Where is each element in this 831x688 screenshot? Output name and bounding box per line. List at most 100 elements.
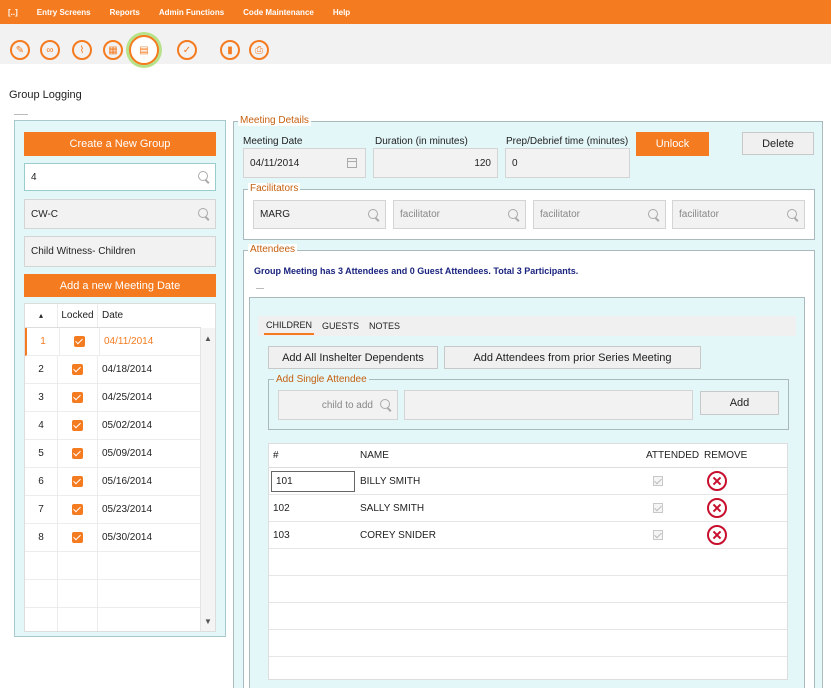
- duration-field[interactable]: 120: [373, 148, 498, 178]
- facilitator-3-field[interactable]: facilitator: [533, 200, 666, 229]
- facilitator-1-field[interactable]: MARG: [253, 200, 386, 229]
- menu-item-entry-screens[interactable]: Entry Screens: [36, 7, 91, 17]
- locked-checkbox[interactable]: [72, 392, 83, 403]
- group-code-value: CW-C: [31, 208, 59, 220]
- scroll-up-icon[interactable]: ▲: [204, 334, 212, 343]
- search-icon[interactable]: [380, 399, 392, 411]
- search-icon[interactable]: [368, 208, 380, 221]
- locked-checkbox[interactable]: [72, 504, 83, 515]
- group-code-field[interactable]: CW-C: [24, 199, 216, 229]
- num-cell: 101: [271, 468, 355, 494]
- create-group-button[interactable]: Create a New Group: [24, 132, 216, 156]
- locked-cell: [59, 328, 100, 355]
- tab-guests[interactable]: GUESTS: [322, 321, 360, 331]
- search-icon[interactable]: [787, 208, 799, 221]
- table-row[interactable]: 1 04/11/2014: [25, 328, 201, 356]
- meeting-details-label: Meeting Details: [238, 115, 311, 126]
- group-name-field: Child Witness- Children: [24, 236, 216, 267]
- table-row[interactable]: 5 05/09/2014: [25, 440, 201, 468]
- tab-notes[interactable]: NOTES: [369, 321, 401, 331]
- facilitator-4-placeholder: facilitator: [679, 209, 720, 220]
- table-row[interactable]: 102 SALLY SMITH: [269, 495, 787, 522]
- tab-children[interactable]: CHILDREN: [264, 317, 315, 335]
- locked-checkbox[interactable]: [72, 532, 83, 543]
- attended-checkbox[interactable]: [653, 530, 663, 540]
- table-row[interactable]: 103 COREY SNIDER: [269, 522, 787, 549]
- name-header: NAME: [360, 450, 389, 461]
- add-attendee-button[interactable]: Add: [700, 391, 779, 415]
- table-row[interactable]: 8 05/30/2014: [25, 524, 201, 552]
- menu-item-code-maintenance[interactable]: Code Maintenance: [243, 7, 314, 17]
- sort-icon[interactable]: ▴: [38, 311, 43, 320]
- table-row[interactable]: 6 05/16/2014: [25, 468, 201, 496]
- locked-checkbox[interactable]: [74, 336, 85, 347]
- calendar-icon[interactable]: ▦: [103, 40, 123, 60]
- locked-cell: [57, 440, 98, 467]
- attendee-number-input[interactable]: 101: [271, 470, 355, 492]
- search-icon[interactable]: [508, 208, 520, 221]
- search-icon[interactable]: [198, 208, 210, 220]
- remove-cell: [707, 468, 727, 494]
- menu-item-reports[interactable]: Reports: [109, 7, 140, 17]
- prep-debrief-field[interactable]: 0: [505, 148, 630, 178]
- delete-button[interactable]: Delete: [742, 132, 814, 155]
- search-icon[interactable]: [648, 208, 660, 221]
- prep-debrief-value: 0: [512, 157, 518, 169]
- date-header[interactable]: Date: [102, 310, 124, 321]
- link-icon[interactable]: ∞: [40, 40, 60, 60]
- row-number: 6: [38, 476, 44, 487]
- table-row[interactable]: 7 05/23/2014: [25, 496, 201, 524]
- row-number: 2: [38, 364, 44, 375]
- table-row[interactable]: 2 04/18/2014: [25, 356, 201, 384]
- document-icon[interactable]: ▮: [220, 40, 240, 60]
- locked-checkbox[interactable]: [72, 364, 83, 375]
- menu-item-home[interactable]: [..]: [8, 7, 18, 17]
- meeting-date-field[interactable]: 04/11/2014: [243, 148, 366, 178]
- locked-checkbox[interactable]: [72, 476, 83, 487]
- print-icon[interactable]: ⎙: [249, 40, 269, 60]
- attach-icon[interactable]: ⌇: [72, 40, 92, 60]
- remove-icon[interactable]: [707, 498, 727, 518]
- attended-cell: [653, 522, 663, 548]
- table-row[interactable]: 101 BILLY SMITH: [269, 468, 787, 495]
- group-search-input[interactable]: 4: [24, 163, 216, 191]
- check-icon[interactable]: ✓: [177, 40, 197, 60]
- locked-header[interactable]: Locked: [57, 304, 98, 327]
- facilitator-3-placeholder: facilitator: [540, 209, 581, 220]
- clipboard-icon[interactable]: ▤: [129, 35, 159, 65]
- remove-cell: [707, 522, 727, 548]
- facilitator-4-field[interactable]: facilitator: [672, 200, 805, 229]
- unlock-button[interactable]: Unlock: [636, 132, 709, 156]
- add-meeting-date-button[interactable]: Add a new Meeting Date: [24, 274, 216, 297]
- edit-icon[interactable]: ✎: [10, 40, 30, 60]
- date-cell: 05/16/2014: [102, 476, 153, 487]
- row-number: 4: [38, 420, 44, 431]
- search-icon[interactable]: [198, 171, 210, 183]
- table-row[interactable]: 3 04/25/2014: [25, 384, 201, 412]
- scroll-down-icon[interactable]: ▼: [204, 617, 212, 626]
- remove-icon[interactable]: [707, 471, 727, 491]
- attended-checkbox[interactable]: [653, 503, 663, 513]
- summary-divider: [256, 288, 264, 289]
- locked-cell: [57, 412, 98, 439]
- locked-checkbox[interactable]: [72, 448, 83, 459]
- remove-icon[interactable]: [707, 525, 727, 545]
- add-prior-series-button[interactable]: Add Attendees from prior Series Meeting: [444, 346, 701, 369]
- calendar-icon[interactable]: [347, 158, 357, 168]
- duration-value: 120: [474, 157, 491, 169]
- empty-row: [269, 630, 787, 657]
- add-inshelter-button[interactable]: Add All Inshelter Dependents: [268, 346, 438, 369]
- duration-label: Duration (in minutes): [375, 136, 468, 147]
- menu-item-help[interactable]: Help: [332, 7, 351, 17]
- table-row[interactable]: 4 05/02/2014: [25, 412, 201, 440]
- menu-item-admin-functions[interactable]: Admin Functions: [158, 7, 225, 17]
- vertical-scrollbar[interactable]: ▲ ▼: [200, 328, 215, 631]
- attended-checkbox[interactable]: [653, 476, 663, 486]
- facilitator-2-field[interactable]: facilitator: [393, 200, 526, 229]
- empty-row: [25, 580, 201, 608]
- attendee-name: COREY SNIDER: [360, 529, 436, 541]
- empty-row: [269, 603, 787, 630]
- locked-checkbox[interactable]: [72, 420, 83, 431]
- child-to-add-input[interactable]: child to add: [278, 390, 398, 420]
- date-cell: 04/11/2014: [104, 336, 154, 347]
